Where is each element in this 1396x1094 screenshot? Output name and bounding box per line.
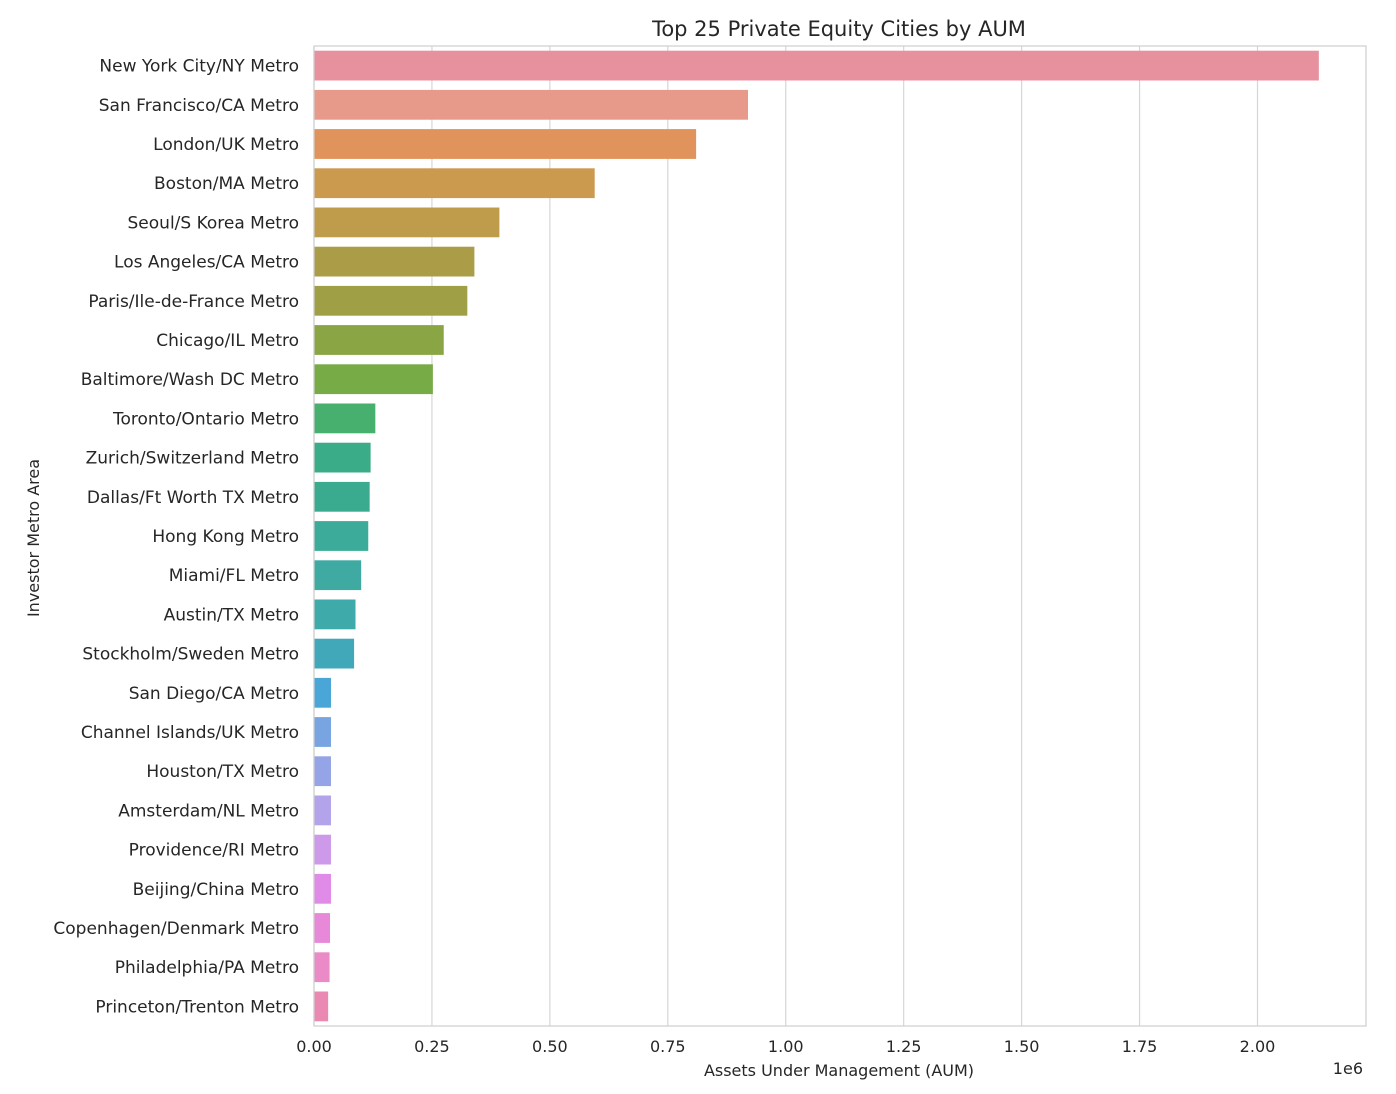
y-tick-label: Beijing/China Metro (133, 880, 299, 900)
chart-title: Top 25 Private Equity Cities by AUM (651, 17, 1026, 41)
y-tick-label: San Diego/CA Metro (129, 684, 299, 704)
x-tick-label: 0.50 (532, 1037, 568, 1056)
bar (314, 913, 331, 943)
x-tick-label: 1.75 (1122, 1037, 1158, 1056)
bar (314, 364, 433, 395)
y-tick-label: Providence/RI Metro (129, 841, 299, 861)
bar (314, 325, 444, 355)
x-offset-label: 1e6 (1333, 1059, 1363, 1078)
y-tick-label: Zurich/Switzerland Metro (86, 449, 299, 469)
x-tick-label: 1.25 (886, 1037, 922, 1056)
bar (314, 873, 331, 904)
x-tick-label: 1.00 (768, 1037, 804, 1056)
y-axis-label: Investor Metro Area (24, 459, 43, 617)
bar (314, 521, 369, 551)
bar (314, 834, 331, 865)
bar (314, 403, 376, 434)
bar (314, 50, 1319, 81)
x-tick-label: 0.00 (296, 1037, 332, 1056)
bar (314, 168, 595, 199)
bar (314, 991, 329, 1022)
y-tick-label: Copenhagen/Denmark Metro (53, 919, 299, 939)
y-tick-label: London/UK Metro (153, 135, 299, 155)
x-axis-label: Assets Under Management (AUM) (704, 1061, 974, 1080)
y-tick-label: Austin/TX Metro (164, 605, 299, 625)
bar (314, 481, 370, 512)
bar (314, 560, 362, 591)
y-tick-label: Paris/Ile-de-France Metro (88, 292, 299, 312)
bar (314, 756, 331, 787)
y-tick-label: Seoul/S Korea Metro (128, 213, 299, 233)
bar (314, 638, 355, 669)
plot-frame (313, 45, 1367, 1027)
bar (314, 246, 475, 277)
y-tick-label: Amsterdam/NL Metro (118, 801, 299, 821)
bar (314, 795, 331, 826)
bars (314, 50, 1319, 1022)
y-tick-label: Boston/MA Metro (154, 174, 299, 194)
y-tick-label: Hong Kong Metro (152, 527, 299, 547)
y-tick-label: Stockholm/Sweden Metro (82, 645, 299, 665)
y-tick-label: Miami/FL Metro (169, 566, 299, 586)
bar (314, 677, 331, 708)
y-tick-label: Philadelphia/PA Metro (115, 958, 299, 978)
bar (314, 442, 371, 473)
y-tick-label: Houston/TX Metro (146, 762, 299, 782)
x-tick-labels: 0.00 0.25 0.50 0.75 1.00 1.25 1.50 1.75 2.00 (296, 1037, 1275, 1056)
x-tick-label: 0.75 (650, 1037, 686, 1056)
y-tick-label: Princeton/Trenton Metro (95, 997, 299, 1017)
y-tick-label: San Francisco/CA Metro (99, 96, 299, 116)
bar (314, 952, 330, 983)
y-tick-label: New York City/NY Metro (99, 57, 299, 77)
bar (314, 285, 468, 316)
y-tick-label: Baltimore/Wash DC Metro (81, 370, 299, 390)
x-tick-label: 0.25 (414, 1037, 450, 1056)
bar (314, 717, 331, 747)
y-tick-label: Toronto/Ontario Metro (112, 409, 299, 429)
bar (314, 207, 500, 238)
bar (314, 89, 749, 120)
x-tick-label: 1.50 (1004, 1037, 1040, 1056)
y-tick-label: Los Angeles/CA Metro (114, 253, 299, 273)
y-tick-label: Channel Islands/UK Metro (81, 723, 299, 743)
x-tick-label: 2.00 (1240, 1037, 1276, 1056)
bar (314, 599, 356, 630)
y-tick-label: Dallas/Ft Worth TX Metro (87, 488, 299, 508)
bar (314, 129, 697, 159)
y-tick-label: Chicago/IL Metro (156, 331, 299, 351)
y-tick-labels: New York City/NY Metro San Francisco/CA M… (53, 57, 299, 1018)
